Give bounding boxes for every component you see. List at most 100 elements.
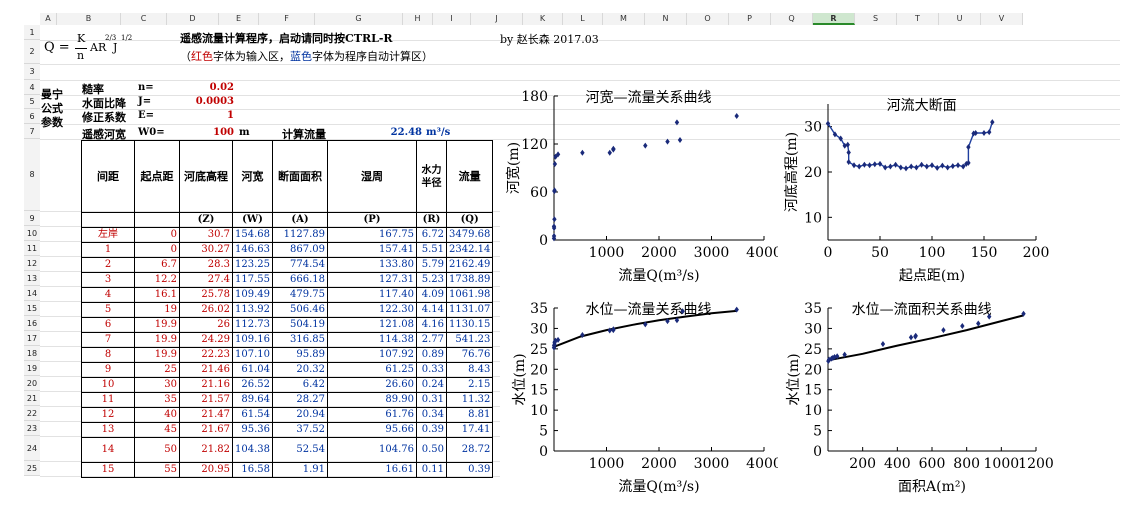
computed-cell[interactable]: 61.54 xyxy=(232,407,273,423)
computed-cell[interactable]: 16.58 xyxy=(232,462,273,478)
row-header[interactable]: 3 xyxy=(24,64,40,80)
column-header[interactable]: H xyxy=(403,13,433,25)
computed-cell[interactable]: 20.32 xyxy=(272,362,328,378)
computed-cell[interactable]: 0.89 xyxy=(416,347,447,363)
row-header[interactable]: 10 xyxy=(24,226,40,241)
computed-cell[interactable]: 104.76 xyxy=(327,437,417,463)
column-header[interactable]: U xyxy=(939,13,981,25)
input-cell[interactable]: 19.9 xyxy=(134,347,180,363)
input-cell[interactable]: 0 xyxy=(134,227,180,243)
column-header[interactable]: Q xyxy=(771,13,813,25)
computed-cell[interactable]: 154.68 xyxy=(232,227,273,243)
column-header[interactable]: V xyxy=(981,13,1023,25)
column-header[interactable]: K xyxy=(523,13,563,25)
input-cell[interactable]: 左岸 xyxy=(81,227,135,243)
computed-cell[interactable]: 0.39 xyxy=(445,462,494,478)
computed-cell[interactable]: 61.04 xyxy=(232,362,273,378)
row-header[interactable]: 6 xyxy=(24,109,40,124)
input-cell[interactable]: 45 xyxy=(134,422,180,438)
computed-cell[interactable]: 5.23 xyxy=(416,272,447,288)
input-cell[interactable]: 14 xyxy=(81,437,135,463)
row-header[interactable]: 18 xyxy=(24,346,40,361)
computed-cell[interactable]: 541.23 xyxy=(445,332,494,348)
input-cell[interactable]: 26 xyxy=(179,317,233,333)
input-cell[interactable]: 8 xyxy=(81,347,135,363)
input-cell[interactable]: 55 xyxy=(134,462,180,478)
computed-cell[interactable]: 0.34 xyxy=(416,407,447,423)
computed-cell[interactable]: 167.75 xyxy=(327,227,417,243)
computed-cell[interactable]: 127.31 xyxy=(327,272,417,288)
input-cell[interactable]: 15 xyxy=(81,462,135,478)
slope-input[interactable]: 0.0003 xyxy=(195,96,234,107)
computed-cell[interactable]: 1131.07 xyxy=(445,302,494,318)
input-cell[interactable]: 5 xyxy=(81,302,135,318)
computed-cell[interactable]: 5.51 xyxy=(416,242,447,258)
input-cell[interactable]: 13 xyxy=(81,422,135,438)
computed-cell[interactable]: 8.81 xyxy=(445,407,494,423)
row-header[interactable]: 19 xyxy=(24,361,40,376)
input-cell[interactable]: 25.78 xyxy=(179,287,233,303)
roughness-input[interactable]: 0.02 xyxy=(209,82,234,93)
computed-cell[interactable]: 121.08 xyxy=(327,317,417,333)
computed-cell[interactable]: 16.61 xyxy=(327,462,417,478)
input-cell[interactable]: 9 xyxy=(81,362,135,378)
row-header[interactable]: 7 xyxy=(24,124,40,139)
input-cell[interactable]: 30.7 xyxy=(179,227,233,243)
column-header[interactable]: O xyxy=(687,13,729,25)
input-cell[interactable]: 1 xyxy=(81,242,135,258)
computed-cell[interactable]: 114.38 xyxy=(327,332,417,348)
coef-input[interactable]: 1 xyxy=(227,110,234,121)
computed-cell[interactable]: 109.49 xyxy=(232,287,273,303)
row-header[interactable]: 1 xyxy=(24,25,40,40)
row-header[interactable]: 11 xyxy=(24,241,40,256)
input-cell[interactable]: 19.9 xyxy=(134,317,180,333)
input-cell[interactable]: 12.2 xyxy=(134,272,180,288)
row-header[interactable]: 12 xyxy=(24,256,40,271)
row-header[interactable]: 5 xyxy=(24,95,40,109)
input-cell[interactable]: 7 xyxy=(81,332,135,348)
computed-cell[interactable]: 20.94 xyxy=(272,407,328,423)
input-cell[interactable]: 10 xyxy=(81,377,135,393)
computed-cell[interactable]: 95.89 xyxy=(272,347,328,363)
input-cell[interactable]: 21.57 xyxy=(179,392,233,408)
computed-cell[interactable]: 6.72 xyxy=(416,227,447,243)
computed-cell[interactable]: 0.39 xyxy=(416,422,447,438)
computed-cell[interactable]: 117.55 xyxy=(232,272,273,288)
row-header[interactable]: 21 xyxy=(24,391,40,406)
computed-cell[interactable]: 8.43 xyxy=(445,362,494,378)
computed-cell[interactable]: 117.40 xyxy=(327,287,417,303)
computed-cell[interactable]: 107.92 xyxy=(327,347,417,363)
computed-cell[interactable]: 479.75 xyxy=(272,287,328,303)
row-header[interactable]: 8 xyxy=(24,139,40,211)
input-cell[interactable]: 2 xyxy=(81,257,135,273)
computed-cell[interactable]: 17.41 xyxy=(445,422,494,438)
computed-cell[interactable]: 123.25 xyxy=(232,257,273,273)
input-cell[interactable]: 4 xyxy=(81,287,135,303)
column-header[interactable]: J xyxy=(471,13,523,25)
computed-cell[interactable]: 506.46 xyxy=(272,302,328,318)
computed-cell[interactable]: 2.15 xyxy=(445,377,494,393)
column-header[interactable]: S xyxy=(855,13,897,25)
row-header[interactable]: 4 xyxy=(24,80,40,95)
input-cell[interactable]: 12 xyxy=(81,407,135,423)
column-header[interactable]: I xyxy=(433,13,471,25)
row-header[interactable]: 14 xyxy=(24,286,40,301)
row-header[interactable]: 24 xyxy=(24,436,40,461)
computed-cell[interactable]: 4.16 xyxy=(416,317,447,333)
computed-cell[interactable]: 1130.15 xyxy=(445,317,494,333)
computed-cell[interactable]: 95.36 xyxy=(232,422,273,438)
input-cell[interactable]: 16.1 xyxy=(134,287,180,303)
input-cell[interactable]: 19 xyxy=(134,302,180,318)
computed-cell[interactable]: 146.63 xyxy=(232,242,273,258)
computed-cell[interactable]: 11.32 xyxy=(445,392,494,408)
input-cell[interactable]: 30 xyxy=(134,377,180,393)
computed-cell[interactable]: 1061.98 xyxy=(445,287,494,303)
computed-cell[interactable]: 95.66 xyxy=(327,422,417,438)
column-header[interactable]: D xyxy=(167,13,219,25)
column-header[interactable]: F xyxy=(259,13,315,25)
computed-cell[interactable]: 52.54 xyxy=(272,437,328,463)
input-cell[interactable]: 35 xyxy=(134,392,180,408)
computed-cell[interactable]: 28.27 xyxy=(272,392,328,408)
computed-cell[interactable]: 61.25 xyxy=(327,362,417,378)
width-input[interactable]: 100 xyxy=(213,127,234,138)
